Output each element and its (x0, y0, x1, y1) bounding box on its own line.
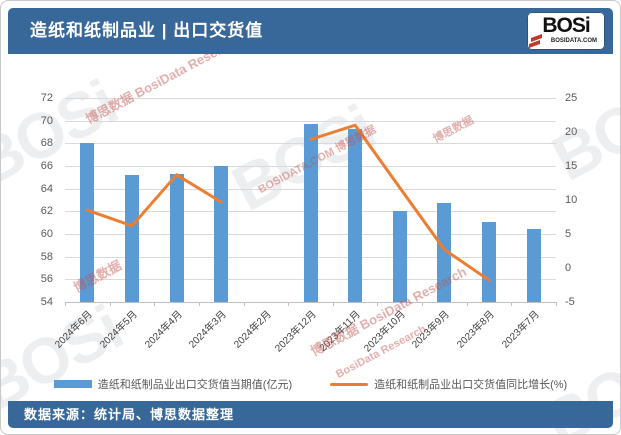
bar (437, 203, 452, 302)
bar (80, 143, 95, 302)
left-axis-tick: 70 (40, 114, 53, 127)
x-axis-tick (332, 302, 334, 306)
logo-subtext: BOSIDATA.COM (550, 38, 597, 44)
gridline (65, 98, 556, 99)
page-title: 造纸和纸制品业 | 出口交货值 (30, 21, 264, 40)
legend-bar-swatch (53, 380, 92, 388)
legend-item-line: 造纸和纸制品业出口交货值同比增长(%) (330, 376, 567, 392)
left-axis-tick: 58 (40, 250, 53, 263)
header: 造纸和纸制品业 | 出口交货值 BOSi BOSIDATA.COM (8, 8, 613, 54)
right-axis-tick: 25 (565, 92, 578, 104)
left-axis-tick: 66 (40, 160, 53, 172)
gridline (65, 302, 556, 303)
x-axis-tick (288, 302, 290, 306)
right-axis-tick: 5 (565, 228, 572, 240)
right-axis-tick: 20 (565, 126, 578, 138)
bar (392, 211, 407, 302)
bar (348, 128, 363, 302)
legend-bar-label: 造纸和纸制品业出口交货值当期值(亿元) (97, 379, 293, 391)
x-axis-tick (198, 302, 200, 306)
left-axis-tick: 62 (40, 205, 53, 218)
bar (124, 175, 139, 302)
x-axis-tick (243, 302, 245, 306)
right-axis-tick: 0 (565, 262, 572, 274)
left-axis-tick: 60 (40, 228, 53, 240)
left-axis-tick: 64 (40, 182, 53, 195)
trend-line (85, 123, 491, 282)
legend-item-bar: 造纸和纸制品业出口交货值当期值(亿元) (53, 376, 293, 392)
legend-line-label: 造纸和纸制品业出口交货值同比增长(%) (374, 379, 568, 391)
bar (526, 229, 541, 302)
legend-line-swatch (330, 382, 369, 386)
right-axis-tick: 15 (565, 160, 578, 172)
left-axis-tick: 56 (40, 273, 53, 286)
logo-text: BOSi (542, 14, 590, 37)
x-axis-tick (154, 302, 156, 306)
bar (482, 221, 497, 302)
x-axis-tick (556, 302, 557, 306)
left-axis-tick: 72 (40, 92, 53, 104)
right-axis-tick: 10 (565, 194, 578, 206)
legend: 造纸和纸制品业出口交货值当期值(亿元) 造纸和纸制品业出口交货值同比增长(%) (1, 376, 620, 392)
data-source: 数据来源：统计局、博思数据整理 (24, 407, 235, 422)
bosi-logo: BOSi BOSIDATA.COM (527, 12, 605, 50)
bar (169, 173, 184, 302)
right-axis-tick: -5 (565, 296, 575, 308)
bar (303, 124, 318, 302)
x-axis-tick (377, 302, 379, 306)
x-axis-tick (422, 302, 424, 306)
x-axis-tick (65, 302, 66, 306)
x-axis-tick (466, 302, 468, 306)
gridline (65, 120, 556, 122)
left-axis-tick: 68 (40, 137, 53, 150)
footer: 数据来源：统计局、博思数据整理 (8, 401, 613, 428)
left-axis-tick: 54 (40, 296, 53, 308)
x-axis-tick (109, 302, 111, 306)
x-axis-tick (511, 302, 513, 306)
